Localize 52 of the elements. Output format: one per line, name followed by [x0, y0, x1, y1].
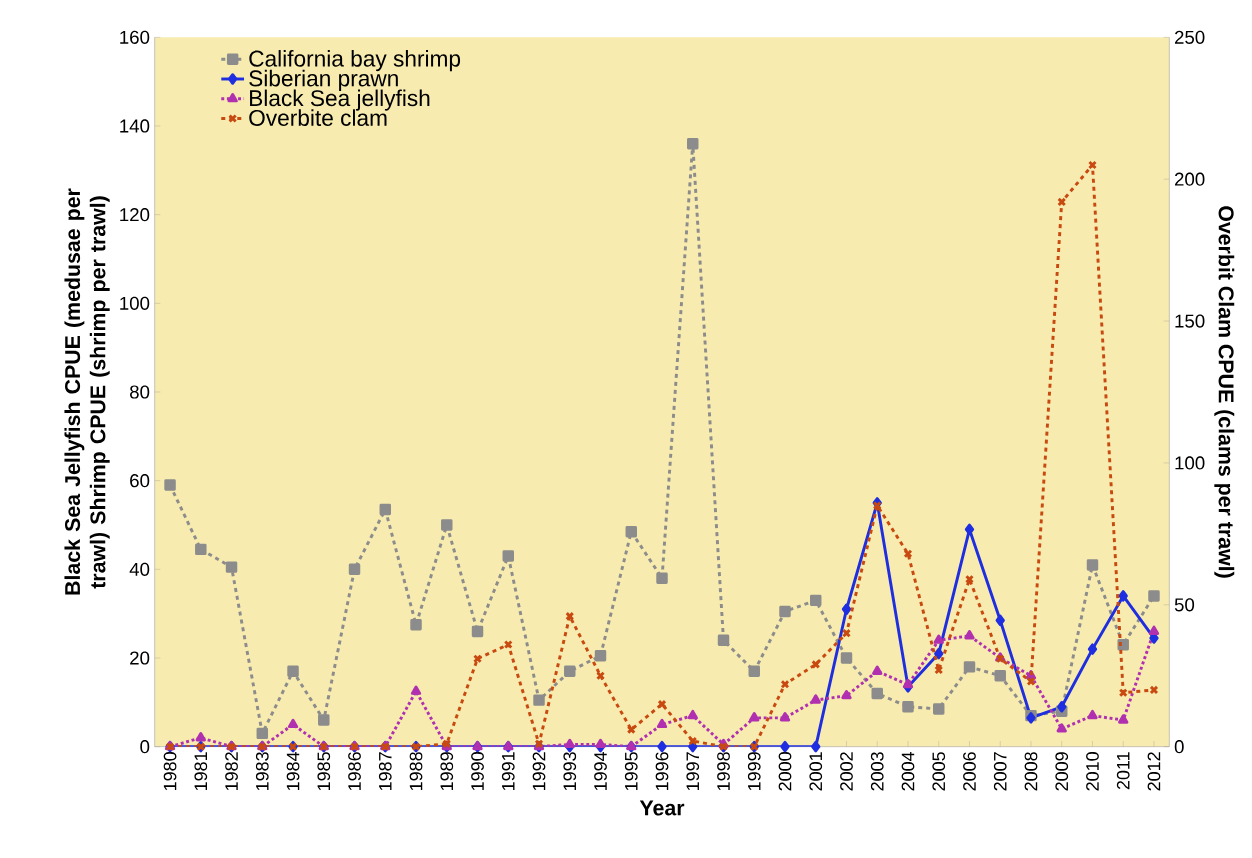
y2-tick-label: 100 [1175, 456, 1205, 470]
x-tick-label: 1995 [624, 752, 638, 791]
x-tick-label: 2012 [1147, 752, 1161, 791]
y2-tick-label: 200 [1175, 172, 1205, 186]
x-tick-label: 1980 [163, 752, 177, 791]
y-tick-label: 160 [120, 30, 150, 44]
x-tick-label: 1981 [194, 752, 208, 791]
y-tick-label: 0 [140, 740, 150, 754]
x-tick-label: 2007 [993, 752, 1007, 791]
x-tick-label: 2002 [840, 752, 853, 791]
y2-tick-label: 50 [1174, 598, 1195, 612]
x-tick-label: 2011 [1116, 752, 1130, 790]
y-tick-label: 140 [120, 119, 150, 133]
x-tick-label: 1986 [348, 752, 361, 791]
y2-axis-title: Overbit Clam CPUE (clams per trawl) [1214, 206, 1235, 578]
y2-tick-label: 150 [1175, 314, 1205, 328]
x-tick-label: 1996 [655, 752, 669, 791]
x-tick-label: 1989 [440, 752, 454, 791]
x-tick-label: 2003 [870, 752, 884, 791]
x-tick-label: 1992 [532, 752, 546, 791]
x-tick-label: 1984 [286, 751, 300, 791]
y-axis-title: Black Sea Jellyfish CPUE (medusae per trawl) Shrimp CPUE (shrimp per trawl) [64, 188, 110, 595]
y-tick-label: 120 [120, 208, 150, 222]
x-tick-label: 1991 [501, 752, 515, 791]
y2-tick-label: 0 [1174, 740, 1184, 754]
x-tick-label: 2006 [963, 752, 976, 791]
y-tick-label: 20 [130, 651, 150, 665]
x-tick-label: 1985 [317, 752, 331, 791]
x-tick-label: 2008 [1024, 752, 1038, 791]
legend-label: Overbite clam [249, 109, 387, 126]
x-tick-label: 1982 [225, 752, 238, 791]
x-tick-label: 1988 [409, 752, 423, 791]
x-tick-label: 1997 [686, 752, 700, 791]
x-tick-label: 2001 [809, 752, 823, 791]
x-tick-label: 1999 [747, 752, 761, 791]
x-tick-label: 2004 [901, 751, 915, 791]
x-tick-label: 1998 [717, 752, 730, 791]
y-tick-label: 80 [130, 385, 150, 399]
y-tick-label: 60 [130, 474, 150, 488]
x-tick-label: 1994 [594, 751, 607, 791]
x-tick-label: 2010 [1086, 752, 1099, 791]
x-tick-label: 1993 [563, 752, 577, 791]
x-tick-label: 1983 [255, 752, 269, 791]
x-tick-label: 1990 [471, 752, 484, 791]
y-tick-label: 40 [129, 562, 150, 576]
x-tick-label: 1987 [378, 752, 392, 791]
x-tick-label: 2005 [932, 752, 946, 791]
x-tick-label: 2009 [1055, 752, 1069, 791]
x-tick-label: 2000 [778, 752, 792, 791]
y-tick-label: 100 [120, 296, 150, 310]
x-axis-title: Year [639, 800, 685, 816]
y2-tick-label: 250 [1175, 30, 1205, 44]
